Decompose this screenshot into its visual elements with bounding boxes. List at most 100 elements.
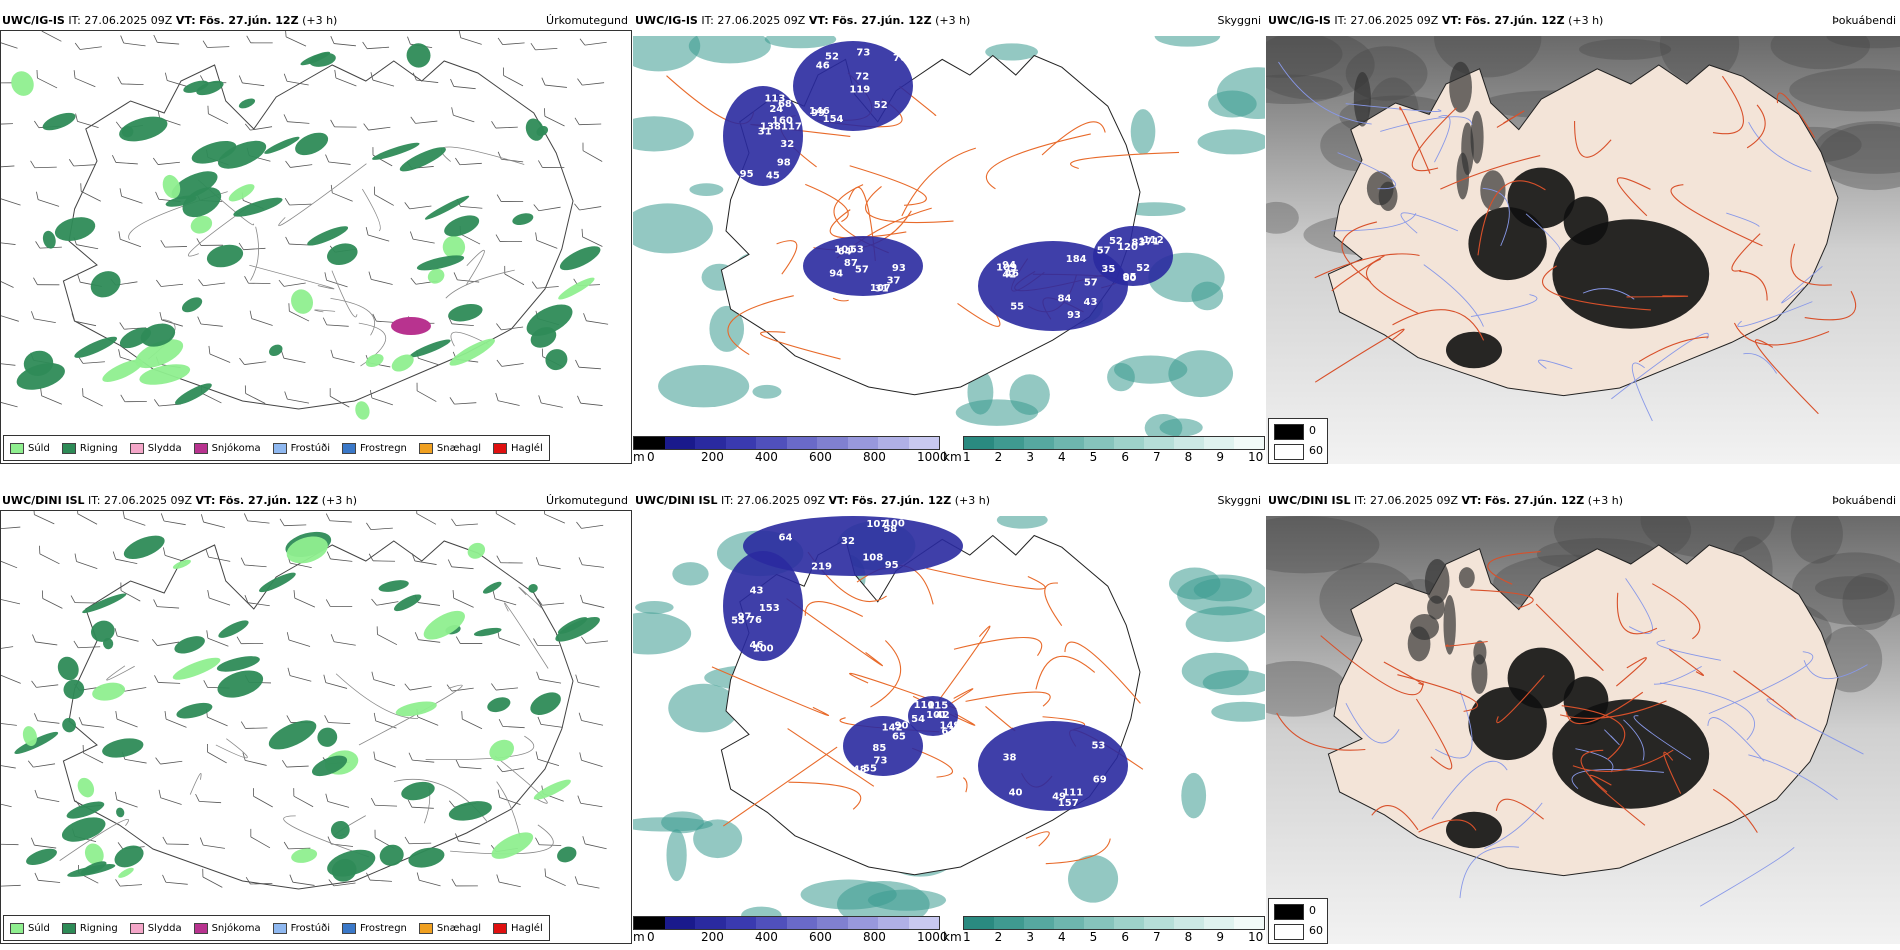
- wind-barb: [34, 789, 60, 802]
- colorbar-tick: 400: [755, 450, 778, 464]
- road: [1574, 120, 1612, 158]
- precip-cell: [233, 197, 283, 217]
- wind-barb: [581, 228, 603, 247]
- cloud-base-label: 84: [1058, 293, 1072, 304]
- precip-cell: [217, 670, 264, 698]
- panel-title: Úrkomutegund: [546, 14, 628, 27]
- wind-barb: [366, 872, 392, 882]
- low-cloud-area: [803, 236, 923, 296]
- road: [1477, 180, 1546, 256]
- wind-barb: [535, 232, 558, 249]
- precip-cell: [181, 297, 203, 313]
- wind-barb: [334, 69, 357, 87]
- river: [1484, 802, 1543, 849]
- legend-label: Súld: [28, 922, 50, 934]
- wind-barb: [535, 557, 561, 570]
- fog-map: [1266, 492, 1900, 944]
- cloud-base-label: 94: [829, 269, 843, 280]
- river: [1726, 212, 1760, 227]
- precip-cell: [416, 255, 465, 271]
- road: [358, 684, 463, 746]
- road: [805, 183, 849, 223]
- wind-barb: [115, 711, 138, 728]
- road: [965, 691, 1051, 707]
- precip-cell: [269, 344, 283, 357]
- wind-barb: [154, 675, 181, 684]
- colorbar-tick: 600: [809, 450, 832, 464]
- wind-barb: [73, 70, 96, 88]
- precip-cell: [331, 858, 357, 882]
- legend-item: Frostregn: [342, 442, 407, 454]
- precip-cell: [395, 701, 437, 717]
- colorbar-step: [695, 917, 726, 929]
- precip-cell: [489, 739, 514, 762]
- wind-barb: [30, 837, 57, 849]
- road: [760, 331, 841, 360]
- wind-barb: [495, 234, 523, 242]
- wind-barb: [114, 628, 139, 642]
- wind-barb: [409, 231, 435, 244]
- cloud-base-label: 54: [911, 714, 925, 725]
- road: [1314, 328, 1405, 383]
- precip-cell: [300, 51, 331, 66]
- fog-legend-label: 60: [1309, 924, 1323, 937]
- visibility-patch: [1216, 67, 1265, 119]
- wind-barb: [580, 594, 605, 608]
- precip-cell: [206, 244, 244, 268]
- wind-barb: [202, 40, 230, 48]
- legend-item: Frostúði: [272, 922, 330, 934]
- road: [450, 824, 554, 855]
- cloud-base-label: 42: [1002, 270, 1016, 281]
- road: [1371, 805, 1419, 831]
- colorbar-tick: 1: [963, 450, 971, 464]
- wind-barb: [70, 595, 97, 604]
- river: [1423, 264, 1484, 327]
- colorbar-tick: 400: [755, 930, 778, 944]
- wind-barb: [538, 160, 565, 168]
- road: [1276, 712, 1366, 751]
- visibility-patch: [672, 562, 709, 586]
- wind-barb: [151, 639, 180, 646]
- wind-barb: [325, 793, 350, 808]
- fog-legend-swatch: [1274, 924, 1304, 940]
- wind-barb: [40, 387, 62, 405]
- colorbar-tick: 0: [647, 450, 655, 464]
- road: [1790, 243, 1832, 286]
- cloud-base-label: 32: [780, 139, 794, 150]
- colorbar-tick: 6: [1121, 450, 1129, 464]
- precip-cell: [317, 727, 338, 747]
- road: [1580, 749, 1608, 793]
- river: [1431, 760, 1508, 820]
- colorbar-tick: 9: [1216, 450, 1224, 464]
- fog-shade: [1266, 74, 1343, 104]
- fog-indicator-map-row1: UWC/IG-IS IT: 27.06.2025 09Z VT: Fös. 27…: [1266, 12, 1900, 464]
- precip-cell: [557, 846, 577, 863]
- cloud-base-label: 57: [855, 265, 869, 276]
- wind-barb: [283, 841, 311, 850]
- precip-cell: [525, 118, 544, 141]
- road: [1733, 322, 1830, 346]
- fog-shade: [1266, 516, 1380, 574]
- wind-barb: [115, 879, 142, 887]
- low-cloud-area: [723, 86, 803, 186]
- visibility-patch: [1197, 129, 1265, 155]
- legend-item: Haglél: [493, 442, 543, 454]
- road: [1755, 339, 1819, 415]
- cloud-base-label: 55: [731, 616, 745, 627]
- road: [1589, 774, 1646, 826]
- road: [1712, 75, 1744, 135]
- river: [1331, 212, 1417, 232]
- road: [1045, 838, 1111, 865]
- wind-barb: [284, 391, 310, 404]
- colorbar-tick: 6: [1121, 930, 1129, 944]
- precip-cell: [526, 304, 573, 336]
- wind-barb: [330, 184, 353, 202]
- wind-barb: [0, 400, 18, 408]
- colorbar-tick: 3: [1026, 930, 1034, 944]
- river: [1400, 212, 1459, 234]
- colorbar-step: [1144, 917, 1174, 929]
- low-ceiling-area: [1552, 219, 1710, 329]
- wind-barb: [578, 712, 604, 726]
- road: [59, 818, 129, 861]
